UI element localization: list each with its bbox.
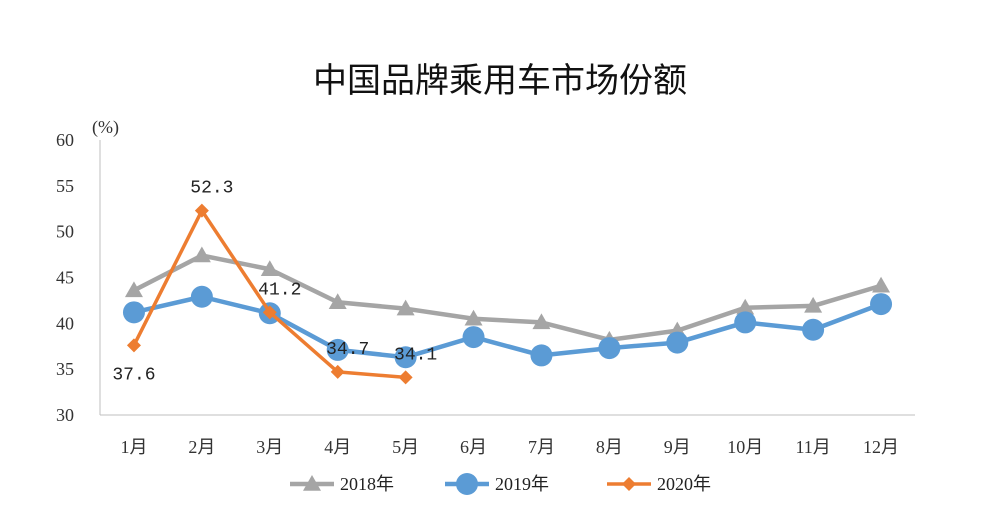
data-point-2018: [532, 313, 551, 330]
data-point-2018: [124, 281, 143, 298]
y-tick-label: 50: [56, 222, 74, 242]
data-point-2019: [734, 311, 757, 334]
series-2018: [124, 246, 891, 347]
x-tick-label: 1月: [120, 437, 147, 457]
y-tick-label: 35: [56, 359, 74, 379]
x-tick-label: 3月: [256, 437, 283, 457]
data-point-2019: [666, 331, 689, 354]
data-point-2018: [804, 296, 823, 313]
legend-marker-triangle: [303, 475, 321, 491]
y-tick-labels: 30 35 40 45 50 55 60: [56, 130, 74, 425]
data-point-2019: [530, 344, 553, 367]
data-point-2019: [802, 318, 825, 341]
y-tick-label: 45: [56, 268, 74, 288]
data-label: 34.7: [326, 340, 369, 360]
data-point-2019: [122, 301, 145, 324]
data-point-2020: [262, 305, 277, 320]
data-point-2019: [870, 293, 893, 316]
legend-label: 2018年: [340, 474, 394, 494]
data-point-2019: [326, 338, 349, 361]
data-point-2018: [192, 246, 211, 263]
data-label: 34.1: [394, 345, 437, 365]
data-label: 52.3: [190, 179, 233, 199]
data-point-2019: [190, 285, 213, 308]
data-point-2019: [598, 337, 621, 360]
x-tick-label: 6月: [460, 437, 487, 457]
data-labels: 37.6 52.3 41.2 34.7 34.1: [112, 179, 437, 386]
data-point-2020: [330, 364, 345, 379]
data-label: 37.6: [112, 365, 155, 385]
legend-marker-diamond: [622, 477, 636, 491]
x-tick-label: 10月: [727, 437, 763, 457]
x-tick-label: 4月: [324, 437, 351, 457]
data-point-2018: [396, 299, 415, 316]
legend-item-2019: 2019年: [445, 473, 549, 495]
legend: 2018年 2019年 2020年: [290, 473, 711, 495]
data-point-2018: [260, 260, 279, 276]
data-point-2018: [464, 309, 483, 326]
data-point-2018: [736, 298, 755, 315]
y-tick-label: 55: [56, 176, 74, 196]
x-tick-labels: 1月 2月 3月 4月 5月 6月 7月 8月 9月 10月 11月 12月: [120, 437, 899, 457]
series-2020: [126, 203, 413, 385]
legend-item-2020: 2020年: [607, 474, 711, 494]
x-tick-label: 9月: [664, 437, 691, 457]
x-tick-label: 12月: [863, 437, 899, 457]
data-point-2018: [872, 276, 891, 293]
x-tick-label: 5月: [392, 437, 419, 457]
y-unit-label: (%): [92, 117, 119, 138]
y-tick-label: 40: [56, 313, 74, 333]
legend-label: 2020年: [657, 474, 711, 494]
data-point-2020: [194, 203, 209, 218]
data-point-2018: [328, 293, 347, 309]
data-label: 41.2: [258, 280, 301, 300]
data-point-2019: [394, 346, 417, 369]
series-line-2019: [133, 294, 882, 360]
series-line-2018: [132, 253, 882, 343]
x-tick-label: 11月: [795, 437, 830, 457]
x-tick-label: 7月: [528, 437, 555, 457]
chart-title: 中国品牌乘用车市场份额: [313, 61, 687, 101]
data-point-2020: [126, 338, 141, 353]
legend-marker-circle: [456, 473, 478, 495]
y-tick-label: 60: [56, 130, 74, 150]
x-tick-label: 2月: [188, 437, 215, 457]
legend-label: 2019年: [495, 474, 549, 494]
data-point-2019: [462, 326, 485, 349]
data-point-2020: [398, 370, 413, 385]
series-layer: [122, 203, 893, 385]
x-tick-label: 8月: [596, 437, 623, 457]
y-tick-label: 30: [56, 405, 74, 425]
legend-item-2018: 2018年: [290, 474, 394, 494]
series-2019: [122, 285, 893, 369]
